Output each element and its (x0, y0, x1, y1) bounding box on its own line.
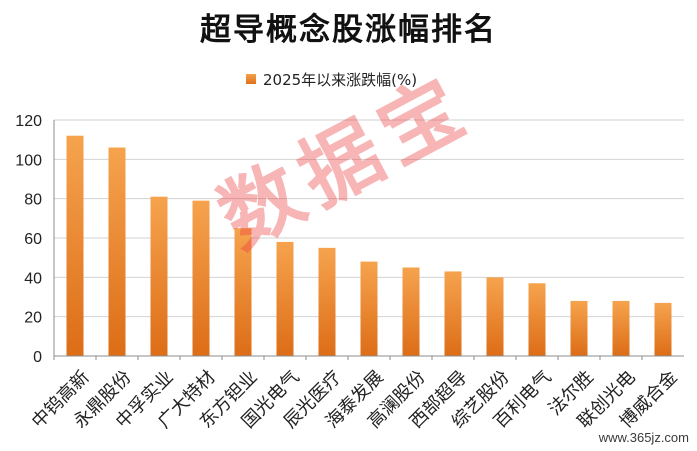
y-tick-label: 80 (24, 192, 42, 209)
bar (402, 267, 420, 356)
axes (53, 120, 684, 360)
bar (108, 147, 126, 356)
y-tick-label: 0 (33, 349, 42, 366)
bar (66, 135, 84, 356)
y-tick-label: 40 (24, 270, 42, 287)
bar (612, 300, 630, 356)
bar (570, 300, 588, 356)
y-tick-label: 120 (15, 113, 42, 130)
legend-swatch (246, 74, 256, 84)
bar (444, 271, 462, 356)
legend: 2025年以来涨跌幅(%) (246, 69, 417, 89)
watermark-site: www.365jz.com (598, 430, 689, 445)
legend-label: 2025年以来涨跌幅(%) (263, 70, 418, 89)
bar (486, 277, 504, 356)
bar (150, 196, 168, 356)
bar (654, 302, 672, 356)
chart-title: 超导概念股涨幅排名 (200, 12, 497, 48)
bar (360, 261, 378, 356)
bar (318, 247, 336, 356)
bar (234, 228, 252, 356)
y-tick-label: 100 (15, 152, 42, 169)
y-tick-label: 20 (24, 310, 42, 327)
bar (192, 200, 210, 356)
bar (528, 283, 546, 356)
bar (276, 241, 294, 356)
bars (66, 135, 672, 356)
y-tick-label: 60 (24, 231, 42, 248)
